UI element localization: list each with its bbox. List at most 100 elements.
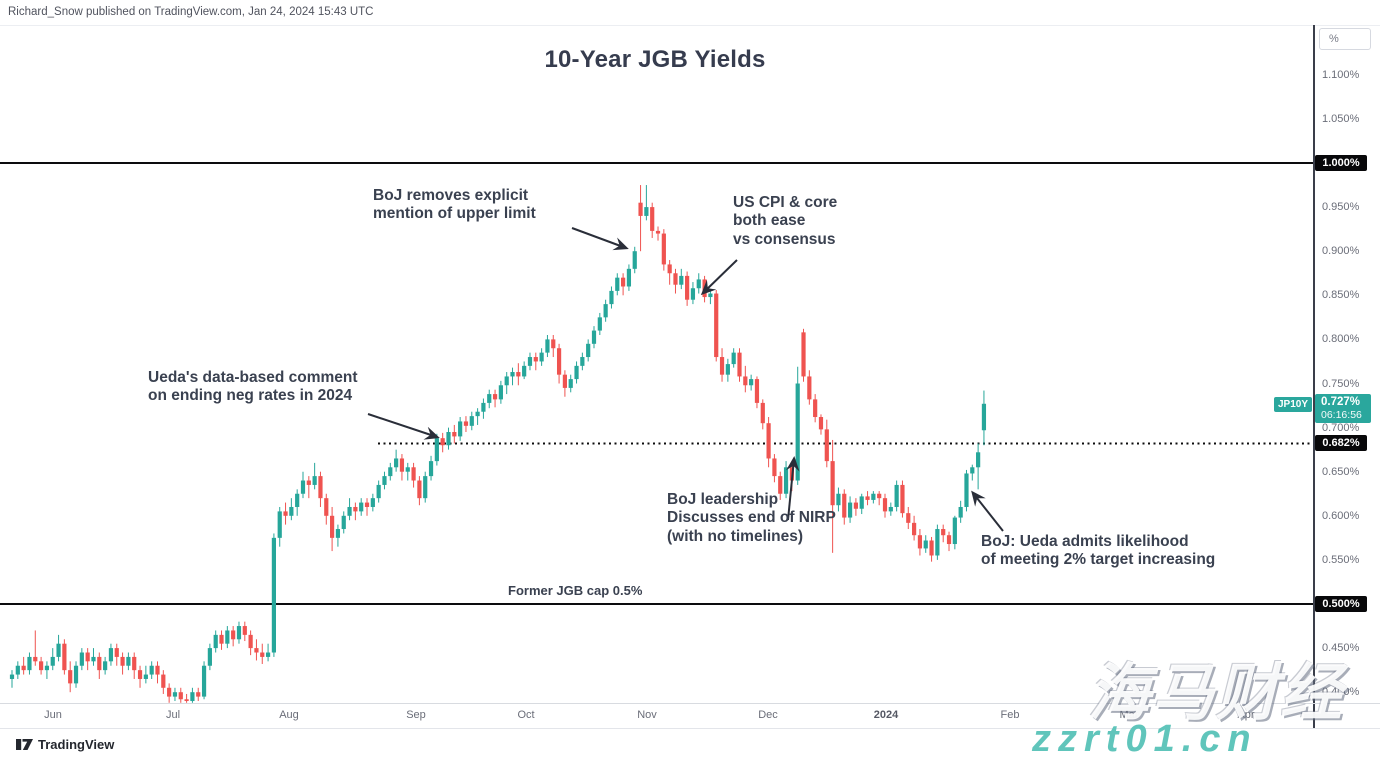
candle-body (417, 480, 422, 499)
candle-body (714, 293, 719, 358)
candle-body (725, 364, 730, 375)
candle-body (254, 648, 259, 653)
annotation-us-cpi: US CPI & core both ease vs consensus (733, 194, 838, 248)
candle-body (894, 484, 899, 507)
time-tick-Feb: Feb (1000, 709, 1020, 721)
candle-body (376, 484, 381, 499)
candle-body (283, 511, 288, 516)
candle-body (661, 233, 666, 265)
level-badge-1.000%: 1.000% (1315, 155, 1367, 171)
time-tick-Nov: Nov (637, 709, 657, 721)
candle-body (539, 352, 544, 362)
candle-body (440, 438, 445, 446)
axis-unit-button[interactable]: % (1319, 28, 1371, 50)
candle-body (888, 506, 893, 512)
candle-body (638, 202, 643, 216)
candle-body (516, 372, 521, 377)
tradingview-logo[interactable]: TradingView (16, 737, 114, 752)
candle-body (300, 480, 306, 494)
candle-body (143, 674, 148, 679)
candle-body (527, 357, 533, 366)
price-tick-0.450%: 0.450% (1322, 642, 1360, 655)
candle-body (498, 385, 503, 400)
candle-body (754, 379, 760, 403)
candle-body (772, 458, 777, 477)
candle-body (912, 522, 917, 536)
time-axis-border-top (0, 703, 1380, 704)
candle-body (458, 421, 463, 437)
time-tick-Apr: Apr (1237, 709, 1255, 721)
candle-body (370, 498, 375, 507)
candle-body (935, 529, 940, 556)
candle-body (621, 277, 626, 287)
candle-body (743, 376, 748, 386)
time-tick-Mar: Mar (1119, 709, 1139, 721)
candle-body (73, 665, 79, 684)
candle-body (79, 652, 84, 666)
candle-body (865, 496, 870, 500)
candle-body (277, 511, 282, 538)
candle-body (615, 277, 620, 291)
candle-body (394, 458, 399, 468)
candle-body (167, 687, 172, 697)
time-tick-Jun: Jun (44, 709, 62, 721)
candle-body (650, 207, 655, 231)
candle-body (44, 665, 50, 671)
candle-body (236, 626, 242, 640)
candle-body (364, 502, 370, 507)
candle-body (68, 670, 73, 684)
candle-body (446, 432, 451, 446)
candle-body (818, 417, 824, 430)
candle-body (411, 467, 416, 481)
price-tick-0.700%: 0.700% (1322, 421, 1360, 434)
price-tick-0.850%: 0.850% (1322, 289, 1360, 302)
candle-body (56, 643, 61, 657)
price-tick-0.550%: 0.550% (1322, 553, 1360, 566)
candle-body (679, 275, 684, 285)
candle-body (50, 656, 55, 666)
candle-body (626, 268, 632, 287)
candle-body (766, 423, 771, 459)
candle-body (428, 461, 434, 477)
candle-body (859, 496, 864, 509)
candle-body (149, 665, 154, 675)
candle-body (667, 264, 672, 274)
horizontal-level-lines[interactable] (0, 162, 1313, 605)
candle-body (27, 656, 32, 671)
candle-body (976, 452, 981, 468)
candle-body (644, 207, 649, 216)
candle-body (801, 332, 806, 377)
candle-body (184, 699, 189, 702)
candle-body (556, 348, 562, 375)
candle-body (970, 467, 975, 474)
price-tick-0.650%: 0.650% (1322, 465, 1360, 478)
candle-body (260, 652, 265, 657)
candle-body (842, 493, 847, 518)
candle-body (574, 365, 579, 380)
candle-body (900, 484, 905, 514)
candle-body (522, 365, 527, 377)
candle-body (673, 273, 678, 285)
candle-body (685, 275, 690, 300)
candle-body (248, 634, 253, 649)
candle-body (778, 476, 783, 494)
annotation-arrow (971, 490, 1004, 532)
candle-body (388, 467, 393, 477)
attribution-text: Richard_Snow published on TradingView.co… (8, 6, 374, 18)
candle-body (941, 529, 946, 536)
candle-body (196, 692, 201, 697)
annotation-arrow (571, 227, 629, 251)
candle-body (225, 630, 230, 644)
candle-body (213, 634, 218, 649)
candle-body (696, 279, 701, 289)
candle-body (359, 502, 364, 512)
candle-body (347, 506, 352, 516)
candle-body (306, 480, 311, 485)
candle-body (132, 656, 137, 671)
candle-body (33, 656, 38, 662)
candle-body (719, 357, 725, 375)
annotation-ueda-comment: Ueda's data-based comment on ending neg … (148, 369, 358, 405)
candle-body (708, 293, 713, 298)
candle-body (603, 304, 608, 318)
